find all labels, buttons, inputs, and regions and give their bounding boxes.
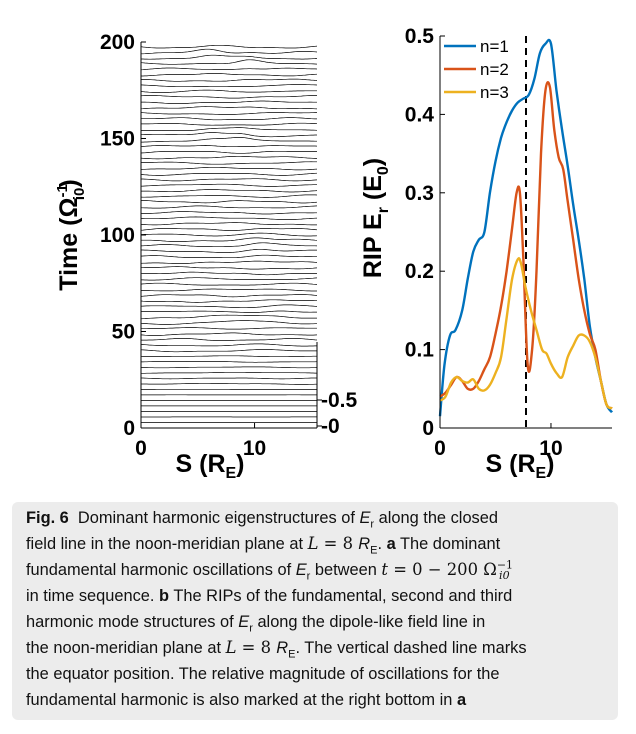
trace-line: [140, 294, 318, 298]
x-tick-label: 0: [135, 437, 147, 460]
y-tick-label: 200: [100, 31, 135, 54]
trace-line: [140, 89, 317, 93]
trace-line: [140, 242, 318, 247]
fig-label: Fig. 6: [26, 509, 69, 527]
trace-line: [140, 59, 318, 65]
trace-line: [141, 266, 318, 270]
x-axis-label: S (RE): [176, 450, 245, 482]
trace-line: [141, 327, 317, 330]
y-tick-label: 0.5: [405, 25, 435, 48]
trace-line: [140, 349, 317, 353]
legend-label: n=2: [480, 60, 509, 79]
legend-label: n=1: [480, 37, 509, 56]
trace-line: [141, 161, 317, 165]
figure-caption: Fig. 6 Dominant harmonic eigenstructures…: [26, 509, 527, 709]
trace-line: [140, 260, 318, 264]
series-line-n1: [438, 38, 613, 417]
trace-line: [140, 67, 318, 71]
trace-line: [140, 227, 318, 231]
trace-line: [141, 216, 318, 220]
trace-line: [141, 189, 318, 193]
trace-line: [141, 277, 318, 281]
trace-line: [140, 366, 318, 369]
y-axis-label: RIP Er (E0): [359, 158, 392, 278]
trace-line: [141, 73, 318, 77]
y-tick-label: 0: [123, 417, 135, 440]
trace-line: [141, 338, 318, 341]
trace-line: [141, 361, 318, 363]
trace-line: [140, 271, 317, 276]
trace-line: [141, 122, 318, 126]
trace-line: [140, 145, 318, 148]
trace-line: [140, 44, 318, 49]
trace-line: [140, 194, 318, 198]
trace-line: [141, 178, 318, 182]
legend-label: n=3: [480, 83, 509, 102]
trace-line: [140, 155, 317, 160]
y-tick-label: 150: [100, 128, 135, 151]
trace-line: [140, 95, 317, 99]
trace-line: [141, 310, 317, 313]
trace-line: [140, 172, 318, 176]
x-tick-label: 10: [243, 437, 266, 460]
x-tick-label: 10: [539, 437, 562, 460]
trace-line: [140, 343, 317, 347]
trace-line: [140, 183, 317, 187]
trace-line: [141, 248, 317, 253]
trace-line: [140, 314, 317, 320]
trace-line: [141, 377, 317, 380]
trace-line: [141, 54, 318, 60]
trace-line: [140, 106, 318, 110]
y-tick-label: 0.3: [405, 182, 434, 205]
right-tick-label: ‑0: [321, 415, 340, 438]
trace-line: [140, 112, 317, 115]
trace-line: [140, 320, 317, 325]
y-tick-label: 0.1: [405, 339, 435, 362]
y-tick-label: 0: [422, 417, 434, 440]
trace-line: [141, 232, 318, 237]
x-tick-label: 0: [434, 437, 446, 460]
trace-line: [140, 200, 318, 204]
trace-line: [140, 84, 318, 88]
trace-line: [141, 48, 318, 55]
panel-a-stacked-traces: 0 50 100 150 200 0 10 ‑0 ‑0.5 S (RE) Time (Ω-1i0): [54, 31, 358, 482]
trace-line: [140, 222, 317, 226]
trace-line: [140, 166, 318, 171]
x-axis-label: S (RE): [486, 450, 555, 482]
right-tick-label: ‑0.5: [321, 389, 358, 412]
series-line-n2: [439, 81, 613, 410]
trace-line: [140, 150, 317, 154]
trace-line: [140, 332, 318, 336]
trace-line: [140, 304, 318, 309]
trace-line: [140, 254, 317, 259]
trace-line: [140, 78, 318, 82]
caption-box: [12, 502, 618, 720]
trace-line: [141, 205, 318, 209]
trace-line: [140, 299, 317, 303]
y-tick-label: 50: [112, 321, 135, 344]
y-tick-label: 0.4: [405, 103, 435, 126]
trace-line: [141, 117, 317, 121]
trace-line: [140, 355, 317, 358]
y-axis-label: Time (Ω-1i0): [54, 179, 88, 290]
trace-line: [141, 211, 317, 215]
panel-b-rip-chart: 0 0.1 0.2 0.3 0.4 0.5 0 10 n=1 n=2 n=3 S (RE) RIP Er…: [359, 25, 613, 482]
y-tick-label: 100: [100, 224, 135, 247]
series-line-n3: [439, 257, 613, 410]
trace-line: [141, 127, 318, 131]
trace-line: [141, 288, 317, 292]
trace-line: [141, 382, 317, 385]
trace-line: [141, 132, 317, 138]
y-tick-label: 0.2: [405, 260, 434, 283]
trace-line: [141, 371, 317, 374]
trace-line: [141, 136, 317, 143]
legend: n=1 n=2 n=3: [444, 37, 509, 102]
trace-line: [141, 100, 317, 104]
trace-line: [141, 237, 318, 242]
trace-line: [140, 282, 318, 286]
